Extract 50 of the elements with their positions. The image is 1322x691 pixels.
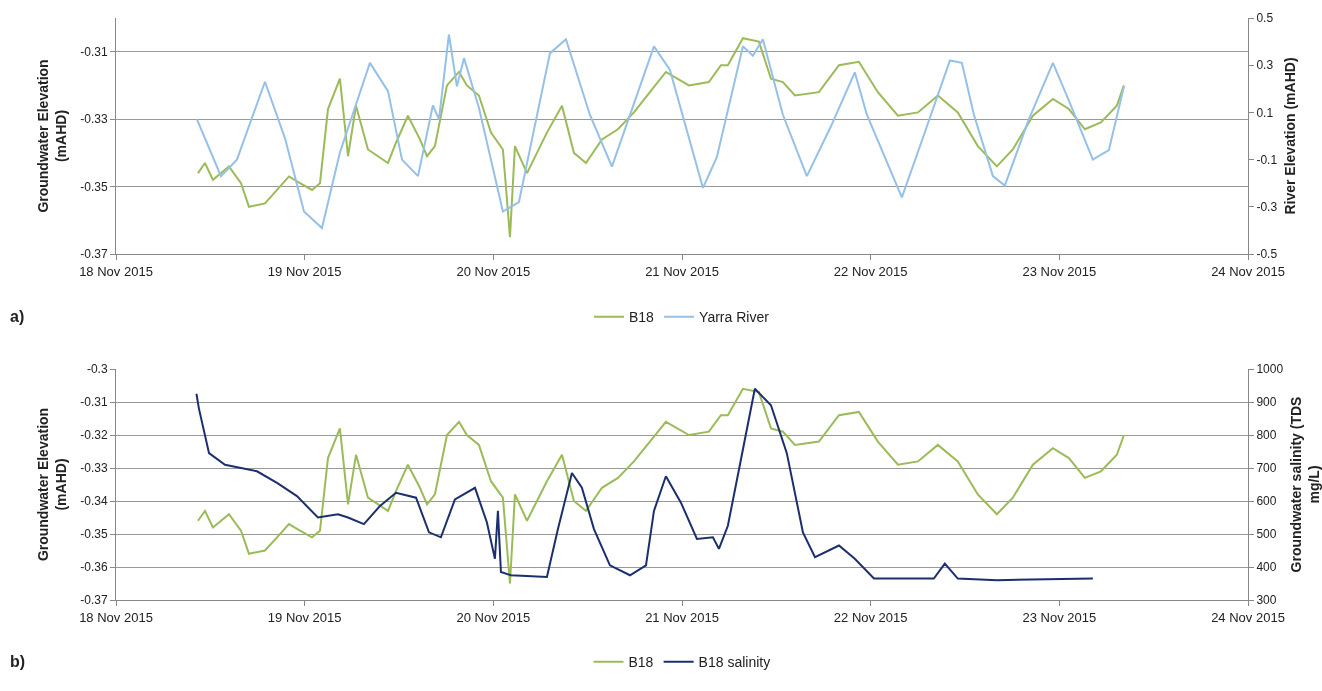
- y2-tick-label: -0.3: [1256, 200, 1278, 214]
- legend-label: B18: [628, 654, 654, 671]
- x-tick-label: 22 Nov 2015: [833, 609, 908, 625]
- y-tick-label: -0.37: [80, 247, 108, 262]
- y-tick-label: -0.31: [80, 44, 108, 59]
- text: a): [10, 308, 25, 325]
- y-tick-label: -0.36: [80, 560, 108, 575]
- y2-tick-label: 900: [1256, 395, 1277, 410]
- y2-tick-label: 0.1: [1256, 105, 1274, 120]
- y2-tick-label: 400: [1256, 560, 1277, 575]
- x-tick-label: 18 Nov 2015: [79, 609, 153, 625]
- y-tick-label: -0.35: [80, 179, 108, 194]
- y-tick-label: -0.3: [86, 362, 108, 377]
- y-tick-label: -0.31: [80, 395, 108, 410]
- x-tick-label: 24 Nov 2015: [1211, 609, 1285, 625]
- legend-label: B18 salinity: [698, 654, 771, 671]
- legend-label: Yarra River: [699, 309, 770, 326]
- x-tick-label: 23 Nov 2015: [1022, 609, 1097, 625]
- x-tick-label: 19 Nov 2015: [267, 263, 342, 279]
- y2-tick-label: 600: [1256, 494, 1277, 509]
- legend-label: B18: [629, 309, 655, 326]
- x-tick-label: 20 Nov 2015: [456, 609, 531, 625]
- y2-axis-title: Groundwater salinity (TDS mg/L): [1287, 396, 1322, 573]
- y2-tick-label: 0.3: [1256, 58, 1274, 73]
- text: b): [10, 653, 26, 670]
- y2-axis-title: River Elevation (mAHD): [1281, 57, 1298, 215]
- y2-tick-label: -0.1: [1256, 152, 1278, 167]
- y-tick-label: -0.33: [80, 461, 108, 476]
- y-axis-title: Groundwater Elevation (mAHD): [34, 407, 69, 562]
- y2-tick-label: 700: [1256, 461, 1277, 476]
- y2-tick-label: 800: [1256, 428, 1277, 443]
- x-tick-label: 21 Nov 2015: [645, 609, 719, 625]
- y2-tick-label: 300: [1256, 593, 1277, 608]
- x-tick-label: 20 Nov 2015: [456, 263, 531, 279]
- y2-tick-label: 0.5: [1256, 11, 1274, 26]
- y2-tick-label: 500: [1256, 527, 1277, 542]
- y-tick-label: -0.33: [80, 112, 108, 127]
- y-axis-title: Groundwater Elevation (mAHD): [34, 59, 69, 213]
- y-tick-label: -0.37: [80, 593, 108, 608]
- x-tick-label: 23 Nov 2015: [1022, 263, 1097, 279]
- y2-tick-label: 1000: [1256, 362, 1284, 377]
- y-tick-label: -0.32: [80, 428, 108, 443]
- x-tick-label: 18 Nov 2015: [79, 263, 153, 279]
- y2-tick-label: -0.5: [1256, 247, 1278, 262]
- y-tick-label: -0.34: [80, 494, 108, 509]
- x-tick-label: 24 Nov 2015: [1211, 263, 1285, 279]
- x-tick-label: 19 Nov 2015: [267, 609, 342, 625]
- x-tick-label: 21 Nov 2015: [645, 263, 719, 279]
- y-tick-label: -0.35: [80, 527, 108, 542]
- x-tick-label: 22 Nov 2015: [833, 263, 908, 279]
